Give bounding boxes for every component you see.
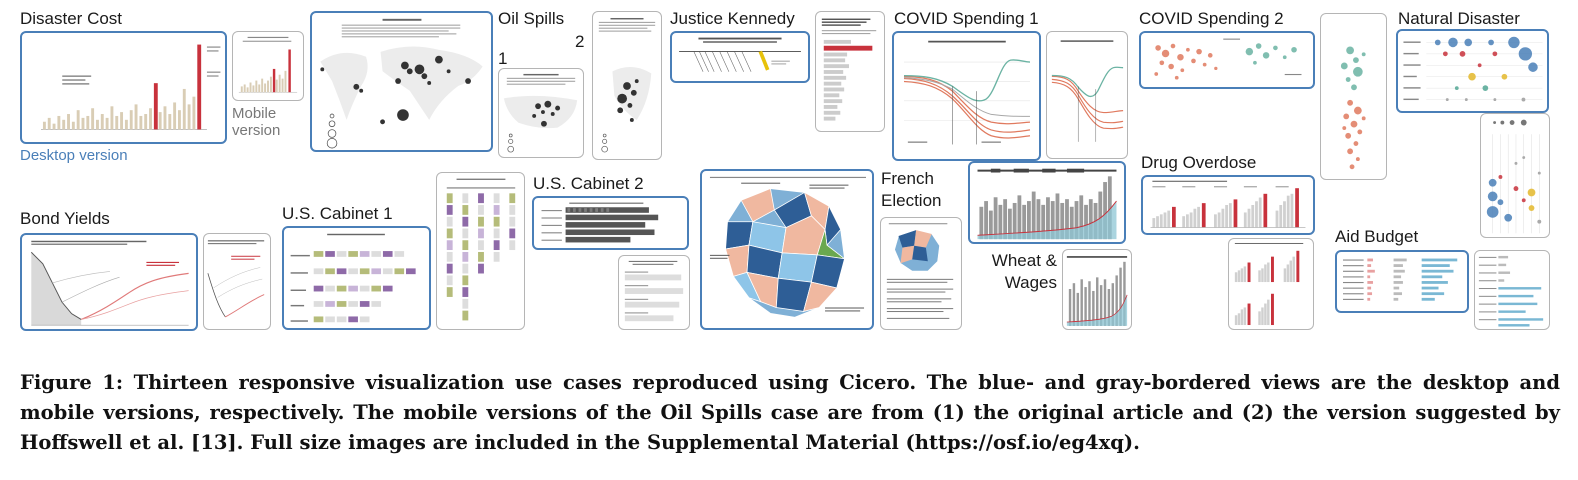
french-election-desktop <box>700 169 874 330</box>
natural-disaster-desktop-chart <box>1403 36 1543 102</box>
bond-yields-desktop <box>20 233 198 331</box>
drug-overdose-mobile-chart <box>1234 242 1304 326</box>
us-cabinet-2-mobile <box>618 255 690 330</box>
label-drug-overdose: Drug Overdose <box>1141 153 1257 172</box>
label-oil-2: 2 <box>575 32 585 51</box>
disaster-cost-mobile <box>232 31 304 101</box>
justice-kennedy-mobile <box>815 11 885 132</box>
oil-spills-mobile-2 <box>592 11 662 160</box>
wheat-wages-mobile-chart <box>1066 256 1128 326</box>
label-oil-spills: Oil Spills <box>498 9 565 28</box>
us-cabinet-2-desktop <box>532 196 689 250</box>
us-cabinet-1-mobile-chart <box>446 178 516 321</box>
label-aid-budget: Aid Budget <box>1335 227 1419 246</box>
wheat-wages-desktop <box>968 161 1126 244</box>
us-cabinet-1-desktop <box>282 226 431 330</box>
french-election-mobile-map <box>886 223 954 319</box>
label-covid-spending-2: COVID Spending 2 <box>1139 9 1284 28</box>
drug-overdose-desktop <box>1141 175 1315 235</box>
oil-spills-desktop-map <box>320 18 483 149</box>
french-election-desktop-map <box>709 176 866 318</box>
label-desktop-version: Desktop version <box>20 147 128 164</box>
us-cabinet-1-desktop-chart <box>290 233 416 323</box>
label-justice-kennedy: Justice Kennedy <box>670 9 795 28</box>
covid-spending-2-mobile-chart <box>1340 46 1366 170</box>
oil-spills-desktop <box>310 11 493 152</box>
disaster-cost-bars <box>42 88 196 130</box>
natural-disaster-mobile-chart <box>1486 119 1542 234</box>
drug-overdose-mobile <box>1228 238 1314 330</box>
label-us-cabinet-2: U.S. Cabinet 2 <box>533 174 644 193</box>
us-cabinet-2-mobile-chart <box>624 260 684 322</box>
label-covid-spending-1: COVID Spending 1 <box>894 9 1039 28</box>
covid-spending-1-mobile <box>1046 31 1128 159</box>
aid-budget-desktop-chart <box>1343 258 1458 301</box>
drug-overdose-desktop-chart <box>1150 180 1306 228</box>
covid-spending-2-desktop <box>1139 31 1315 89</box>
us-cabinet-1-mobile <box>436 172 525 330</box>
covid-spending-1-desktop <box>892 31 1041 161</box>
covid-spending-1-desktop-chart <box>903 40 1031 145</box>
oil-spills-mobile-1 <box>498 68 584 158</box>
covid-spending-2-mobile <box>1320 13 1387 180</box>
label-wheat-wages: Wheat & Wages <box>991 251 1057 292</box>
natural-disaster-desktop <box>1396 29 1549 113</box>
covid-spending-1-mobile-chart <box>1051 40 1124 142</box>
disaster-cost-desktop <box>20 31 227 144</box>
bond-yields-mobile-chart <box>207 240 265 318</box>
aid-budget-mobile <box>1474 250 1550 330</box>
label-french-election: French Election <box>881 169 942 210</box>
justice-kennedy-mobile-chart <box>821 18 877 121</box>
bond-yields-desktop-chart <box>30 240 189 326</box>
justice-kennedy-desktop <box>670 31 810 83</box>
label-mobile-version: Mobile version <box>232 105 281 139</box>
covid-spending-2-desktop-chart <box>1154 38 1302 80</box>
figure-caption: Figure 1: Thirteen responsive visualizat… <box>20 371 1560 454</box>
label-us-cabinet-1: U.S. Cabinet 1 <box>282 204 393 223</box>
oil-spills-mobile-1-map <box>503 73 578 153</box>
disaster-cost-mobile-chart <box>238 36 298 93</box>
label-bond-yields: Bond Yields <box>20 209 110 228</box>
oil-spills-mobile-2-map <box>598 17 656 153</box>
aid-budget-desktop <box>1335 250 1469 313</box>
label-oil-1: 1 <box>498 49 508 68</box>
natural-disaster-mobile <box>1480 113 1550 238</box>
wheat-wages-mobile <box>1062 249 1132 330</box>
disaster-cost-desktop-chart <box>41 44 221 130</box>
bond-yields-mobile <box>203 233 271 330</box>
justice-kennedy-desktop-chart <box>679 37 801 72</box>
label-natural-disaster: Natural Disaster <box>1398 9 1520 28</box>
aid-budget-mobile-chart <box>1478 255 1544 327</box>
us-cabinet-2-desktop-chart <box>541 202 659 243</box>
french-election-mobile <box>880 217 962 330</box>
label-disaster-cost: Disaster Cost <box>20 9 123 28</box>
wheat-wages-desktop-chart <box>977 168 1117 240</box>
